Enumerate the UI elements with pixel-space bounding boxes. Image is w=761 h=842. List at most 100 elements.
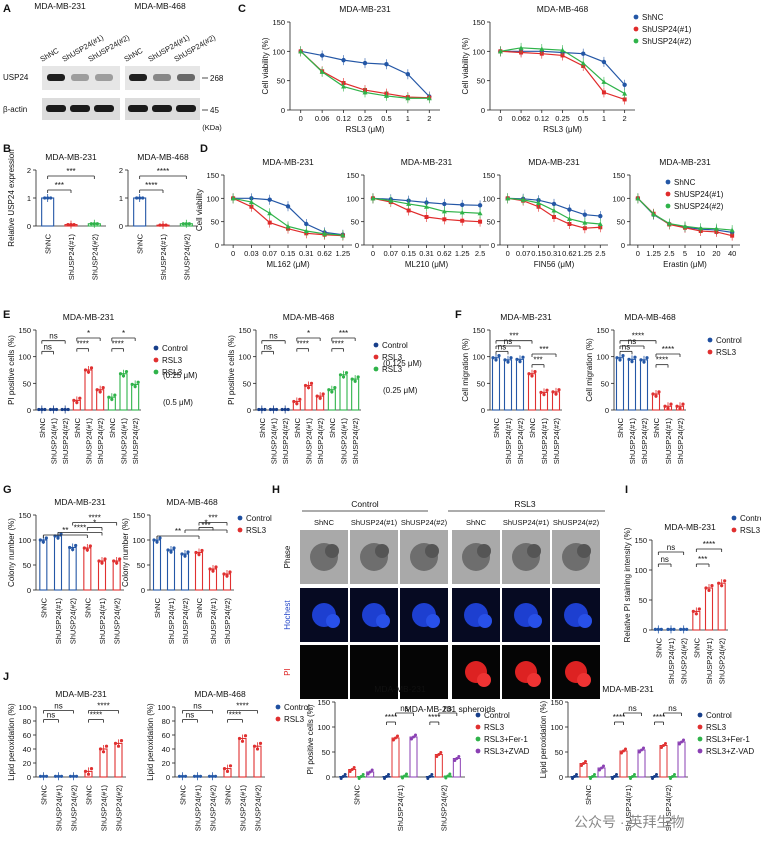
chart-title: MDA-MB-231 xyxy=(664,522,716,532)
legend-marker xyxy=(665,191,671,197)
data-point xyxy=(405,772,408,776)
band-actin xyxy=(176,105,196,112)
data-point xyxy=(591,775,594,778)
data-point xyxy=(103,557,107,561)
sig-bracket-label: **** xyxy=(656,356,668,365)
x-tick-label: 0.25 xyxy=(555,114,570,123)
x-tick-label: 0.07 xyxy=(383,249,398,258)
h-col-label: ShNC xyxy=(466,518,487,527)
y-tick-label: 100 xyxy=(634,566,647,575)
x-tick-label: ShNC xyxy=(179,784,188,805)
data-point xyxy=(78,396,82,400)
y-tick-label: 150 xyxy=(18,326,31,335)
x-tick-label: 20 xyxy=(712,249,720,258)
data-point xyxy=(396,734,399,738)
legend-marker xyxy=(237,515,243,521)
data-point xyxy=(613,775,616,778)
legend-marker xyxy=(275,704,281,710)
data-point xyxy=(181,222,185,226)
legend-marker xyxy=(153,345,159,351)
x-axis-label: FIN56 (μM) xyxy=(534,260,575,269)
x-tick-label: ShUSP24(#2) xyxy=(90,234,99,281)
y-tick-label: 60 xyxy=(162,731,170,740)
panel-letter-I: I xyxy=(625,484,628,496)
y-tick-label: 0 xyxy=(621,241,625,250)
sig-bracket-label: *** xyxy=(66,167,75,176)
y-tick-label: 80 xyxy=(162,717,170,726)
bar xyxy=(677,741,686,778)
legend-marker xyxy=(153,357,159,363)
sig-bracket-label: ns xyxy=(628,337,636,346)
y-tick-label: 2 xyxy=(119,166,123,175)
spheroid xyxy=(477,544,491,558)
data-point xyxy=(678,742,681,746)
y-tick-label: 0 xyxy=(605,406,609,415)
bar xyxy=(339,374,348,411)
data-point xyxy=(343,773,347,776)
data-point xyxy=(274,407,279,412)
data-point xyxy=(655,773,658,776)
data-point xyxy=(426,777,430,780)
sig-bracket-label: **** xyxy=(662,345,674,354)
x-tick-label: ShUSP24(#2) xyxy=(516,418,525,465)
y-tick-label: 0 xyxy=(27,406,31,415)
data-point xyxy=(327,388,331,392)
legend-subtitle-e3: (0.125 μM) xyxy=(383,359,422,368)
nucleus-stain xyxy=(528,614,542,628)
sig-bracket-label: ns xyxy=(504,337,512,346)
data-point xyxy=(368,770,372,774)
sig-bracket-label: **** xyxy=(145,181,157,190)
bar xyxy=(704,587,714,631)
x-tick-label: ShUSP24(#1) xyxy=(159,234,168,281)
data-point xyxy=(672,627,676,632)
blot-label-actin: β-actin xyxy=(3,105,27,114)
y-tick-label: 50 xyxy=(477,77,485,86)
h-caption: MDA-MB-231 spheroids xyxy=(405,704,496,714)
data-point xyxy=(124,370,129,374)
data-point xyxy=(66,407,70,412)
band-actin xyxy=(70,105,90,112)
data-point xyxy=(48,407,53,412)
x-tick-label: ShUSP24(#1) xyxy=(504,418,513,465)
y-tick-label: 150 xyxy=(550,698,563,707)
data-point xyxy=(638,750,641,754)
data-point xyxy=(682,738,685,742)
y-tick-label: 0 xyxy=(141,586,145,595)
x-tick-label: 0.31 xyxy=(419,249,434,258)
x-tick-label: ShUSP24(#2) xyxy=(680,638,689,685)
data-point xyxy=(455,757,459,760)
bar xyxy=(637,749,646,778)
x-tick-label: ShUSP24(#2) xyxy=(351,418,360,465)
data-point xyxy=(387,773,390,776)
data-point xyxy=(82,546,86,550)
data-point xyxy=(370,768,374,772)
data-point xyxy=(198,774,203,778)
x-tick-label: ShNC xyxy=(293,417,302,438)
y-tick-label: 150 xyxy=(472,326,485,335)
data-point xyxy=(95,388,99,392)
data-point xyxy=(642,746,645,750)
y-axis-label: Relative USP24 expression xyxy=(7,149,16,246)
x-tick-label: 0.12 xyxy=(336,114,351,123)
legend-entry: ShNC xyxy=(642,13,664,22)
y-tick-label: 20 xyxy=(162,759,170,768)
data-point xyxy=(352,766,356,769)
marker-45: 45 xyxy=(210,106,219,115)
y-tick-label: 1 xyxy=(119,194,123,203)
data-point xyxy=(95,222,99,226)
bar xyxy=(53,535,63,591)
bar xyxy=(83,547,92,591)
legend-marker xyxy=(237,527,243,533)
band-usp24 xyxy=(129,74,147,81)
data-point xyxy=(130,382,134,386)
y-axis-label: Colony number (%) xyxy=(121,518,130,587)
legend-entry: RSL3+ZVAD xyxy=(484,747,530,756)
sig-bracket-label: ** xyxy=(175,527,181,536)
data-point xyxy=(72,223,76,227)
x-tick-label: 0.15 xyxy=(281,249,296,258)
data-point xyxy=(639,358,643,362)
data-point xyxy=(89,767,94,771)
x-tick-label: ShNC xyxy=(44,233,53,254)
y-tick-label: 0 xyxy=(119,222,123,231)
h-row-pi: PI xyxy=(283,668,292,676)
